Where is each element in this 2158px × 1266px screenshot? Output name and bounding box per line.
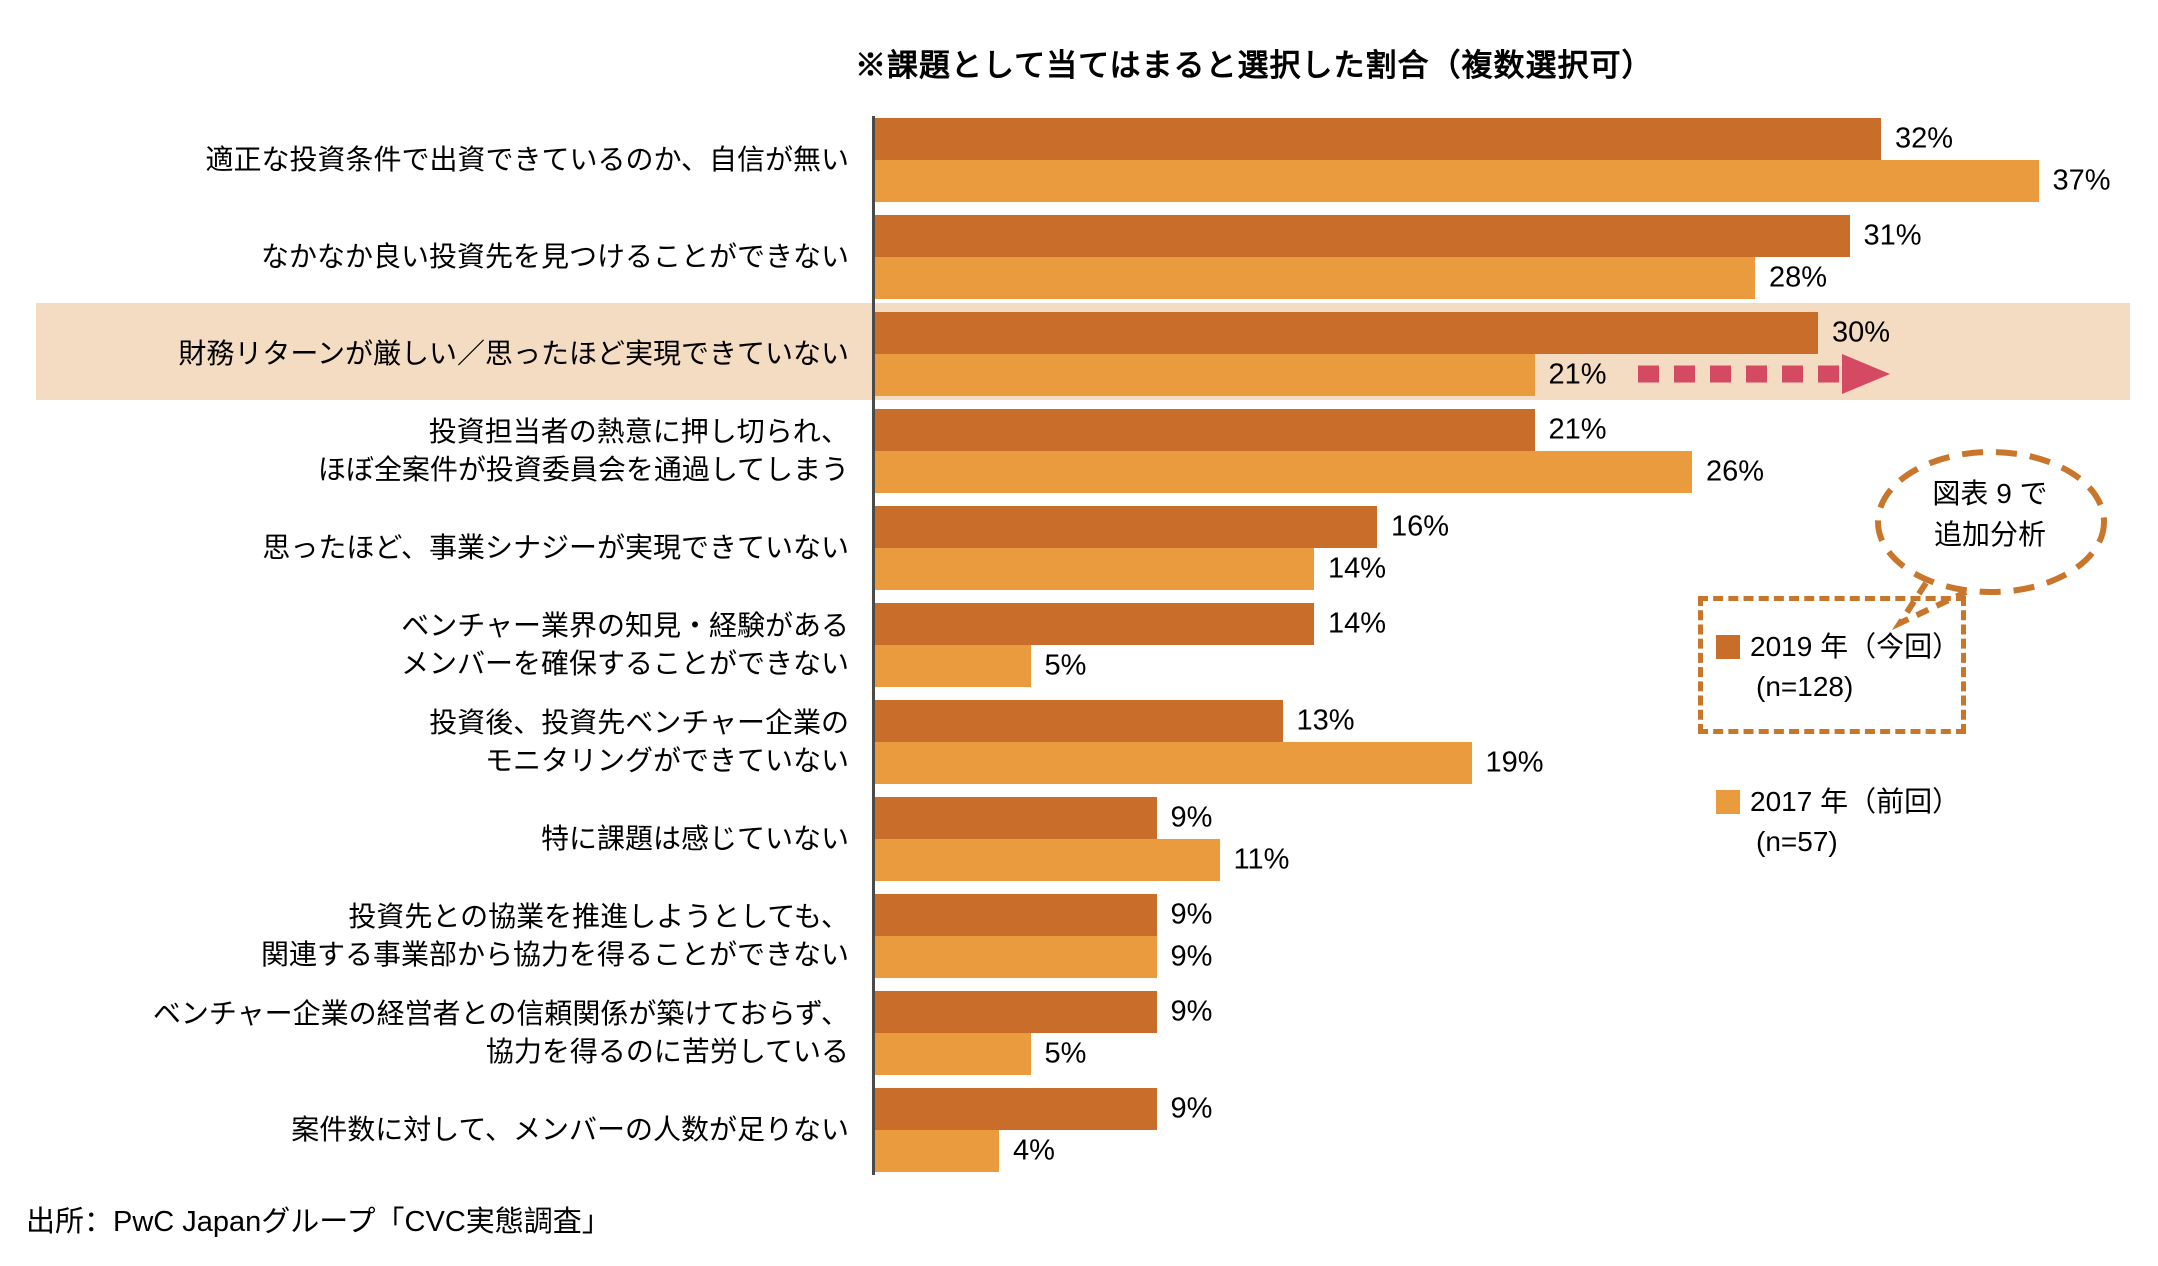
bar-2017: 11%: [873, 839, 1289, 881]
bars-region: 適正な投資条件で出資できているのか、自信が無い 32% 37% なかなか良い投資先を見…: [0, 118, 2158, 1172]
bar-2017: 5%: [873, 645, 1086, 687]
value-label: 16%: [1391, 510, 1450, 543]
callout-bubble-icon: [1875, 449, 2107, 631]
category-label: 投資後、投資先ベンチャー企業の モニタリングができていない: [429, 707, 849, 776]
category-row: なかなか良い投資先を見つけることができない 31% 28%: [0, 215, 2158, 299]
chart-title: ※課題として当てはまると選択した割合（複数選択可）: [855, 48, 1654, 83]
legend-n-2019: (n=128): [1756, 671, 1854, 703]
bar-group: 31% 28%: [873, 215, 2158, 299]
category-label: 財務リターンが厳しい／思ったほど実現できていない: [178, 338, 849, 370]
category-row: 財務リターンが厳しい／思ったほど実現できていない 30% 21%: [0, 303, 2158, 400]
value-label: 11%: [1233, 843, 1290, 876]
legend-item-2019: 2019 年（今回）: [1716, 629, 1961, 665]
category-label: 思ったほど、事業シナジーが実現できていない: [262, 532, 849, 564]
legend-2019-box: 2019 年（今回） (n=128): [1698, 596, 1966, 734]
value-label: 5%: [1044, 649, 1087, 682]
category-label: 案件数に対して、メンバーの人数が足りない: [291, 1114, 849, 1146]
bar-2017: 26%: [873, 451, 1764, 493]
bar-2017: 4%: [873, 1130, 1055, 1172]
bar-group: 21% 26%: [873, 409, 2158, 493]
bar-2019: 13%: [873, 700, 1355, 742]
legend-swatch-2017-icon: [1716, 790, 1740, 815]
callout-text: 図表 9 で 追加分析: [1932, 478, 2048, 550]
category-label: ベンチャー企業の経営者との信頼関係が築けておらず、 協力を得るのに苦労している: [152, 998, 849, 1067]
value-label: 13%: [1296, 704, 1355, 737]
value-label: 26%: [1706, 455, 1765, 488]
bar-group: 16% 14%: [873, 506, 2158, 590]
value-label: 28%: [1769, 261, 1828, 294]
category-label: ベンチャー業界の知見・経験がある メンバーを確保することができない: [400, 610, 849, 679]
category-row: 投資後、投資先ベンチャー企業の モニタリングができていない 13% 19%: [0, 700, 2158, 784]
value-label: 9%: [1170, 801, 1213, 834]
bar-group: 13% 19%: [873, 700, 2158, 784]
category-row: 案件数に対して、メンバーの人数が足りない 9% 4%: [0, 1088, 2158, 1172]
value-label: 31%: [1863, 219, 1922, 252]
category-row: ベンチャー企業の経営者との信頼関係が築けておらず、 協力を得るのに苦労している 9…: [0, 991, 2158, 1075]
bar-group: 9% 4%: [873, 1088, 2158, 1172]
value-label: 9%: [1170, 940, 1213, 973]
bar-2019: 9%: [873, 1088, 1212, 1130]
value-label: 21%: [1548, 358, 1607, 391]
bar-group: 9% 11%: [873, 797, 2158, 881]
value-label: 32%: [1895, 122, 1954, 155]
trend-arrow-icon: [1638, 354, 1890, 394]
bar-2017: 28%: [873, 257, 1827, 299]
value-label: 19%: [1485, 746, 1544, 779]
category-row: 投資担当者の熱意に押し切られ、 ほぼ全案件が投資委員会を通過してしまう 21% 26…: [0, 409, 2158, 493]
bar-2017: 19%: [873, 742, 1544, 784]
value-label: 30%: [1832, 316, 1891, 349]
legend-label-2019: 2019 年（今回）: [1750, 631, 1961, 662]
value-label: 4%: [1013, 1134, 1055, 1167]
bar-2019: 9%: [873, 797, 1212, 839]
legend-label-2017: 2017 年（前回）: [1750, 786, 1961, 817]
category-label: 適正な投資条件で出資できているのか、自信が無い: [205, 144, 849, 176]
legend-item-2017: 2017 年（前回）: [1716, 784, 1960, 820]
bar-2017: 21%: [873, 354, 1607, 396]
category-label: 投資担当者の熱意に押し切られ、 ほぼ全案件が投資委員会を通過してしまう: [317, 416, 849, 485]
category-row: 特に課題は感じていない 9% 11%: [0, 797, 2158, 881]
category-row: 投資先との協業を推進しようとしても、 関連する事業部から協力を得ることができない…: [0, 894, 2158, 978]
bar-2019: 30%: [873, 312, 1890, 354]
value-label: 14%: [1328, 607, 1387, 640]
bar-2017: 9%: [873, 936, 1212, 978]
value-label: 5%: [1044, 1037, 1087, 1070]
bar-group: 32% 37%: [873, 118, 2158, 202]
source-note: 出所：PwC Japanグループ「CVC実態調査」: [26, 1206, 611, 1238]
legend-swatch-2019-icon: [1716, 635, 1740, 660]
bar-2019: 9%: [873, 894, 1212, 936]
category-label: なかなか良い投資先を見つけることができない: [260, 241, 849, 273]
legend-n-2017: (n=57): [1756, 826, 1838, 858]
bar-group: 14% 5%: [873, 603, 2158, 687]
bar-2019: 9%: [873, 991, 1212, 1033]
bar-2017: 37%: [873, 160, 2111, 202]
bar-2017: 14%: [873, 548, 1386, 590]
value-label: 37%: [2052, 164, 2111, 197]
bar-2019: 14%: [873, 603, 1386, 645]
bar-2019: 21%: [873, 409, 1607, 451]
bar-2019: 32%: [873, 118, 1953, 160]
category-label: 投資先との協業を推進しようとしても、 関連する事業部から協力を得ることができない: [260, 901, 849, 970]
bar-group: 30% 21%: [873, 312, 2158, 396]
bar-group: 9% 5%: [873, 991, 2158, 1075]
bar-2019: 16%: [873, 506, 1449, 548]
value-label: 9%: [1170, 1092, 1213, 1125]
bar-2019: 31%: [873, 215, 1922, 257]
bar-2017: 5%: [873, 1033, 1086, 1075]
value-label: 9%: [1170, 898, 1213, 931]
category-row: 適正な投資条件で出資できているのか、自信が無い 32% 37%: [0, 118, 2158, 202]
category-row: 思ったほど、事業シナジーが実現できていない 16% 14%: [0, 506, 2158, 590]
value-label: 14%: [1328, 552, 1387, 585]
legend-2017: 2017 年（前回） (n=57): [1703, 784, 1960, 858]
category-row: ベンチャー業界の知見・経験がある メンバーを確保することができない 14% 5%: [0, 603, 2158, 687]
value-label: 21%: [1548, 413, 1607, 446]
y-axis-line: [872, 116, 875, 1175]
category-label: 特に課題は感じていない: [540, 823, 849, 855]
bar-group: 9% 9%: [873, 894, 2158, 978]
value-label: 9%: [1170, 995, 1213, 1028]
